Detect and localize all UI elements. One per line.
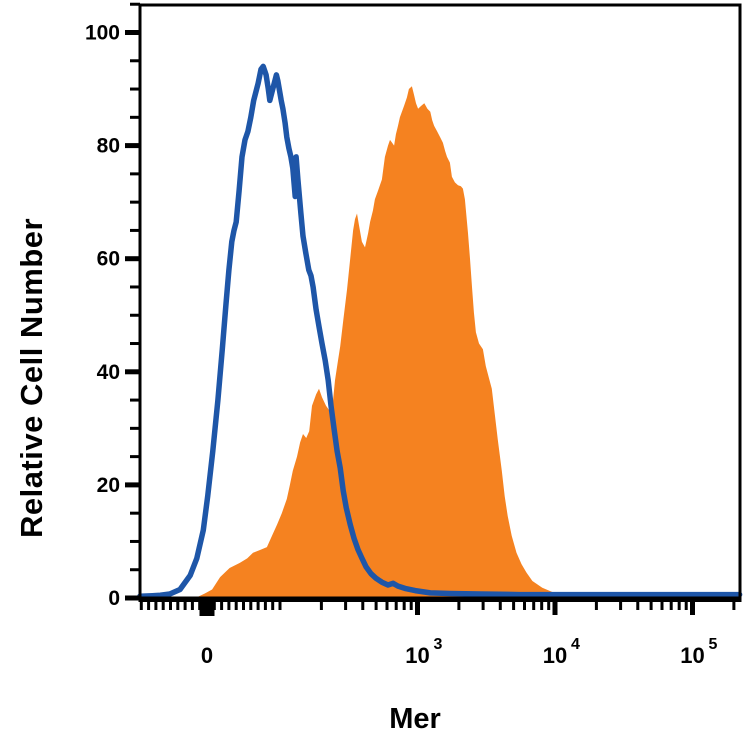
x-tick-label-exponent: 5 [709, 636, 718, 653]
x-tick-label-exponent: 3 [434, 636, 443, 653]
blue_open_histogram-curve [137, 63, 743, 600]
x-tick-label-exponent: 4 [571, 636, 580, 653]
y-tick-label: 60 [97, 248, 120, 271]
y-axis-title: Relative Cell Number [14, 218, 49, 538]
x-tick-label: 0 [201, 643, 213, 668]
y-tick-label: 100 [85, 22, 120, 45]
y-tick-label: 0 [108, 587, 120, 610]
x-tick-label: 10 [543, 643, 567, 668]
y-tick-label: 80 [97, 135, 120, 158]
orange_filled_histogram-curve [195, 86, 578, 598]
x-tick-label: 10 [680, 643, 704, 668]
series-layer [137, 63, 743, 600]
x-axis-title: Mer [389, 703, 441, 735]
x-tick-label: 10 [405, 643, 429, 668]
y-tick-label: 40 [97, 361, 120, 384]
y-tick-label: 20 [97, 474, 120, 497]
